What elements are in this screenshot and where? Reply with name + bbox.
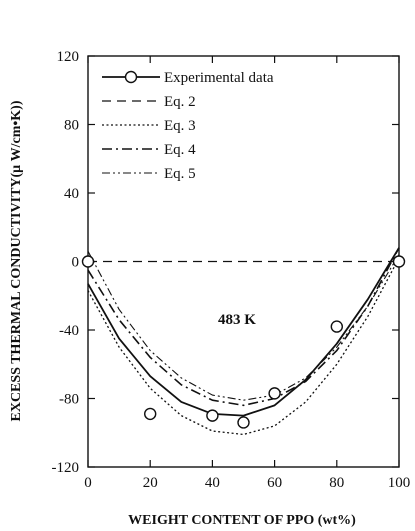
legend-label-4: Eq. 4 <box>164 142 196 158</box>
legend: Experimental data Eq. 2 Eq. 3 Eq. 4 Eq. 5 <box>102 70 274 182</box>
data-point <box>143 407 157 421</box>
x-tick-label: 20 <box>143 475 158 491</box>
y-tick-label: -120 <box>52 460 80 476</box>
legend-marker <box>124 70 138 84</box>
data-point <box>81 255 95 268</box>
axis-ticks <box>87 55 400 468</box>
legend-label-2: Eq. 2 <box>164 94 196 110</box>
legend-label-3: Eq. 3 <box>164 118 196 134</box>
data-point <box>330 320 343 333</box>
annotation-temperature: 483 K <box>218 312 256 328</box>
x-axis-title: WEIGHT CONTENT OF PPO (wt%) <box>128 513 356 528</box>
y-tick-label: -80 <box>59 392 79 408</box>
data-point <box>237 416 250 429</box>
x-tick-label: 0 <box>84 475 92 491</box>
y-tick-label: 120 <box>57 49 80 65</box>
legend-label-5: Eq. 5 <box>164 166 196 182</box>
series-line-3 <box>87 257 400 436</box>
data-point <box>268 387 281 400</box>
y-axis-title: EXCESS THERMAL CONDUCTIVITY(μ W/cm•K)) <box>9 100 24 421</box>
data-point <box>206 409 219 422</box>
y-tick-label: 0 <box>72 255 80 271</box>
series-line-5 <box>87 250 400 401</box>
y-tick-label: 40 <box>64 186 79 202</box>
x-tick-label: 40 <box>205 475 220 491</box>
y-tick-label: -40 <box>59 323 79 339</box>
data-markers <box>81 255 406 429</box>
series-line-1 <box>87 247 400 417</box>
series-lines <box>87 247 400 436</box>
series-line-4 <box>87 247 400 407</box>
x-tick-label: 100 <box>388 475 411 491</box>
x-tick-label: 60 <box>267 475 282 491</box>
y-tick-label: 80 <box>64 118 79 134</box>
legend-label-1: Experimental data <box>164 70 274 86</box>
x-tick-label: 80 <box>329 475 344 491</box>
data-point <box>392 255 406 268</box>
tick-labels: 0 20 40 60 80 100 120 80 40 0 -40 -80 -120 <box>52 49 411 491</box>
